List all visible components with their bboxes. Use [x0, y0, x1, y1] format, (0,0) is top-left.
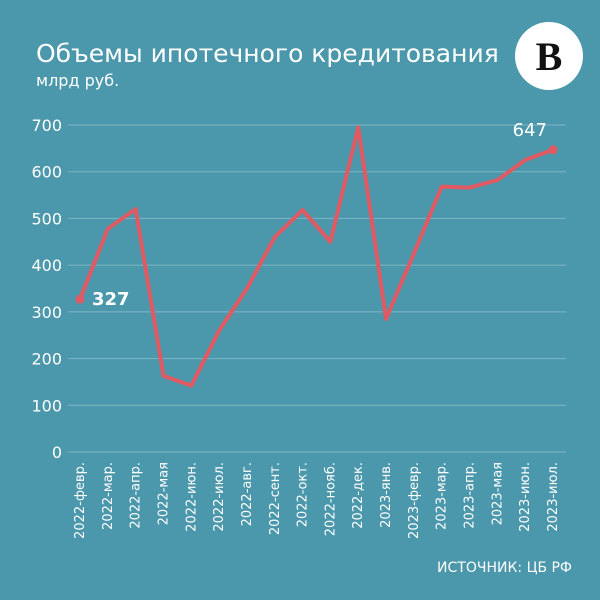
x-tick-label: 2022-февр. — [73, 462, 88, 539]
y-tick-label: 600 — [31, 163, 62, 182]
x-tick-label: 2023-мая — [490, 462, 505, 525]
x-tick-label: 2022-окт. — [296, 462, 311, 527]
logo: В — [536, 34, 563, 79]
x-tick-label: 2023-февр. — [407, 462, 422, 539]
x-tick-label: 2022-дек. — [351, 462, 366, 529]
x-tick-label: 2023-янв. — [379, 462, 394, 528]
x-tick-label: 2023-июн. — [518, 462, 533, 532]
y-tick-label: 300 — [31, 303, 62, 322]
end-point — [75, 294, 85, 304]
x-tick-label: 2022-мая — [156, 462, 171, 525]
data-label: 327 — [92, 289, 130, 310]
y-tick-label: 100 — [31, 396, 62, 415]
chart-title: Объемы ипотечного кредитования — [36, 39, 499, 68]
x-tick-label: 2023-июл. — [546, 462, 561, 532]
end-point — [548, 145, 558, 155]
x-tick-label: 2023-апр. — [463, 462, 478, 529]
y-tick-label: 200 — [31, 350, 62, 369]
x-tick-label: 2022-июн. — [184, 462, 199, 532]
chart-subtitle: млрд руб. — [36, 71, 119, 90]
x-tick-label: 2023-мар. — [435, 462, 450, 530]
source: ИСТОЧНИК: ЦБ РФ — [437, 560, 572, 576]
y-tick-label: 500 — [31, 209, 62, 228]
data-label: 647 — [513, 120, 547, 141]
logo-circle — [515, 22, 583, 90]
y-tick-label: 400 — [31, 256, 62, 275]
x-tick-label: 2022-сент. — [268, 462, 283, 535]
x-tick-label: 2022-апр. — [129, 462, 144, 529]
x-tick-label: 2022-нояб. — [323, 462, 338, 536]
y-tick-label: 0 — [52, 443, 62, 462]
x-tick-label: 2022-авг. — [240, 462, 255, 526]
x-tick-label: 2022-мар. — [101, 462, 116, 530]
line — [78, 125, 554, 388]
y-tick-label: 700 — [31, 116, 62, 135]
x-tick-label: 2022-июл. — [212, 462, 227, 532]
